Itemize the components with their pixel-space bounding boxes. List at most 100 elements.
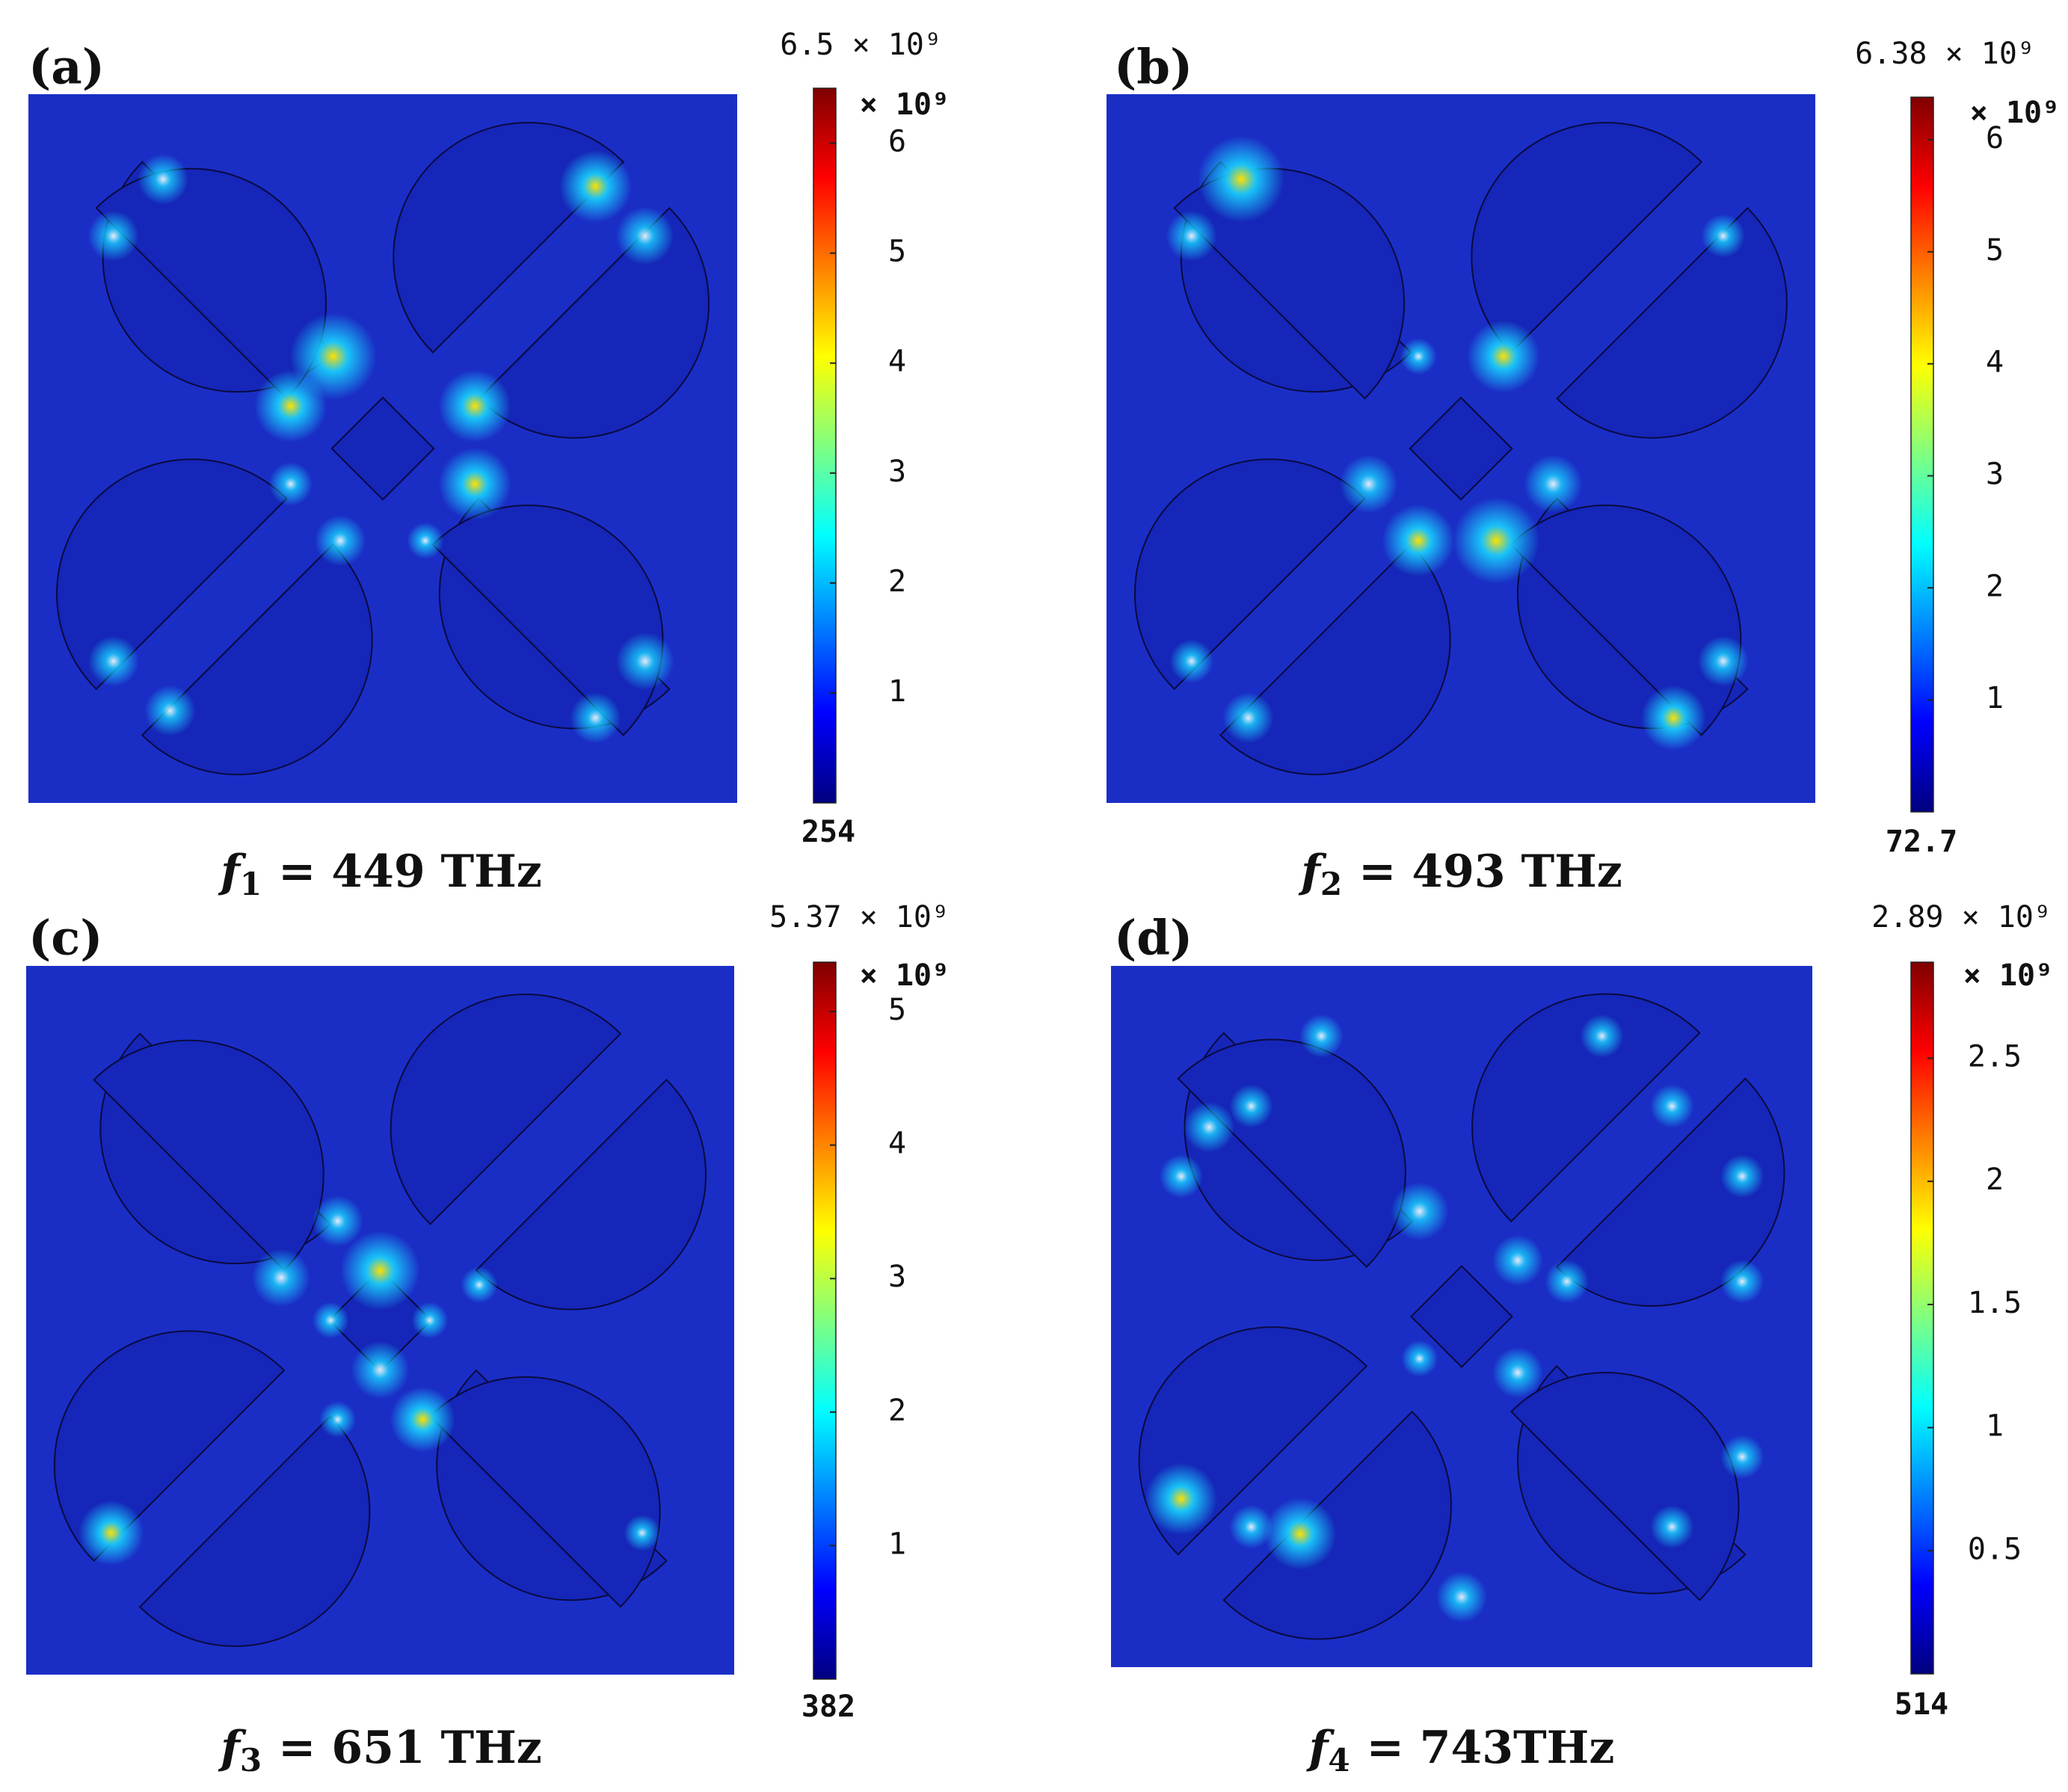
field-hotspot: [1697, 635, 1749, 687]
colorbar: 2.5 2 1.5 1 0.5 × 10⁹ 2.89 × 10⁹ 514: [1871, 900, 2053, 1722]
field-hotspot: [1524, 455, 1583, 514]
field-hotspot: [315, 515, 366, 567]
field-hotspot: [438, 448, 511, 520]
colorbar-gradient: [813, 961, 837, 1680]
petal-outline: [141, 544, 373, 776]
center-diamond: [1410, 1265, 1513, 1368]
field-hotspot: [312, 1302, 349, 1339]
field-hotspot: [624, 1514, 661, 1551]
panel-label: (d): [1114, 911, 1193, 967]
petal-outline: [55, 458, 288, 691]
field-hotspot: [1222, 692, 1274, 744]
colorbar-tick-label: 1: [888, 1527, 906, 1561]
panel-label: (b): [1114, 40, 1193, 96]
field-hotspot: [411, 1302, 449, 1339]
field-hotspot: [1720, 1259, 1764, 1304]
petal-outline: [138, 1415, 371, 1647]
petal-outline: [428, 1376, 661, 1608]
field-hotspot: [1400, 338, 1437, 375]
field-hotspot: [570, 692, 621, 744]
field-map: [28, 94, 737, 803]
colorbar-tick-label: 5: [888, 235, 906, 269]
colorbar-gradient: [813, 87, 837, 804]
field-hotspot: [1159, 1154, 1204, 1198]
field-hotspot: [340, 1231, 420, 1311]
colorbar: 5 4 3 2 1 × 10⁹ 5.37 × 10⁹ 382: [769, 900, 950, 1724]
frequency-caption: f3 = 651 THz: [218, 1722, 542, 1779]
field-hotspot: [87, 210, 139, 262]
petal-outline: [1133, 458, 1366, 691]
field-hotspot: [615, 206, 674, 265]
field-hotspot: [79, 1500, 144, 1565]
colorbar-min-label: 514: [1895, 1687, 1948, 1722]
frequency-subscript: 4: [1328, 1742, 1350, 1779]
colorbar-exponent-label: × 10⁹: [1963, 958, 2053, 993]
field-map: [1111, 966, 1812, 1667]
colorbar-tick-label: 6: [1986, 121, 2004, 156]
petal-outline: [1222, 1410, 1452, 1640]
field-hotspot: [1492, 1234, 1544, 1286]
field-hotspot: [312, 1195, 363, 1247]
colorbar: 6 5 4 3 2 1 × 10⁹ 6.38 × 10⁹ 72.7: [1855, 37, 2060, 859]
frequency-value: = 743THz: [1367, 1722, 1615, 1774]
petal-outline: [390, 994, 622, 1225]
field-hotspot: [559, 150, 632, 223]
frequency-caption: f2 = 493 THz: [1298, 846, 1622, 903]
colorbar-tick-label: 2: [888, 1394, 906, 1428]
field-hotspot: [351, 1340, 410, 1400]
field-hotspot: [438, 369, 511, 443]
colorbar-tick-label: 5: [1986, 233, 2004, 268]
colorbar-tick-label: 0.5: [1968, 1532, 2022, 1566]
colorbar-min-label: 382: [801, 1690, 855, 1724]
colorbar-tick-label: 3: [1986, 457, 2004, 491]
colorbar-tick-label: 2: [1986, 1163, 2004, 1197]
field-hotspot: [1145, 1462, 1218, 1536]
colorbar-tick-label: 4: [888, 1127, 906, 1161]
field-hotspot: [268, 462, 313, 506]
colorbar-tick-label: 3: [888, 1260, 906, 1294]
colorbar-min-label: 254: [801, 815, 855, 849]
field-hotspot: [1701, 214, 1745, 258]
frequency-subscript: 2: [1320, 866, 1342, 902]
field-hotspot: [1453, 497, 1540, 585]
field-hotspot: [1492, 1347, 1544, 1399]
colorbar-gradient: [1910, 961, 1934, 1675]
colorbar-gradient: [1910, 96, 1934, 813]
center-diamond: [330, 396, 435, 501]
field-hotspot: [390, 1387, 455, 1453]
field-hotspot: [1198, 135, 1285, 223]
field-hotspot: [138, 153, 189, 205]
field-hotspot: [87, 635, 139, 687]
petal-outline: [478, 206, 710, 439]
field-hotspot: [1401, 1340, 1438, 1377]
field-hotspot: [407, 522, 444, 559]
field-hotspot: [1229, 1084, 1273, 1128]
field-hotspot: [1390, 1182, 1449, 1241]
field-hotspot: [1299, 1014, 1344, 1059]
colorbar-tick-label: 3: [888, 455, 906, 489]
field-hotspot: [1229, 1505, 1273, 1549]
colorbar-tick-label: 1: [888, 674, 906, 709]
colorbar-tick-label: 6: [888, 125, 906, 159]
petal-outline: [1556, 206, 1788, 439]
colorbar-tick-label: 2: [888, 564, 906, 599]
field-hotspot: [1169, 639, 1213, 683]
field-hotspot: [254, 369, 327, 443]
frequency-subscript: 1: [240, 866, 262, 902]
petal-outline: [475, 1078, 707, 1311]
field-hotspot: [1580, 1014, 1624, 1059]
field-hotspot: [252, 1248, 310, 1307]
petal-outline: [1219, 544, 1451, 776]
frequency-value: = 493 THz: [1358, 846, 1622, 898]
panel-label: (c): [28, 911, 103, 967]
colorbar-max-label: 5.37 × 10⁹: [769, 900, 950, 935]
field-hotspot: [1166, 210, 1217, 262]
field-hotspot: [615, 632, 674, 691]
colorbar-tick-label: 5: [888, 993, 906, 1027]
colorbar-max-label: 6.38 × 10⁹: [1855, 37, 2035, 71]
field-hotspot: [1640, 685, 1706, 751]
field-hotspot: [1467, 320, 1540, 393]
petal-outline: [1471, 993, 1701, 1223]
